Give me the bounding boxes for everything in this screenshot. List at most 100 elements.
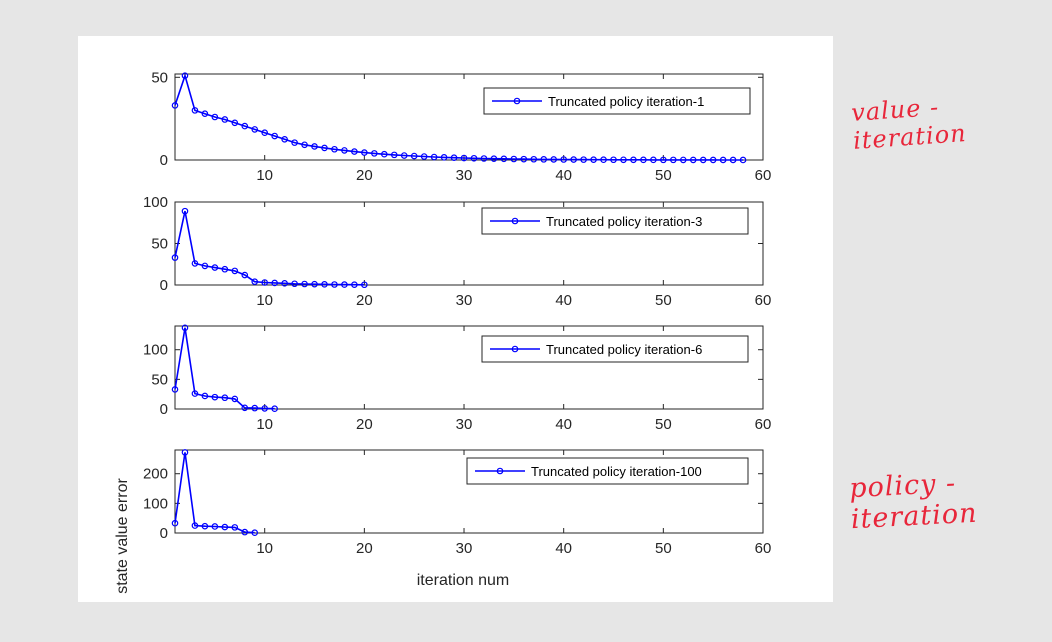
subplot-2: 10 20 30 40 50 60 0 50 100 Truncated policy itera… (143, 194, 771, 309)
data-point (371, 150, 378, 157)
x-tick-label: 10 (256, 540, 273, 557)
data-point (400, 152, 408, 159)
data-point (640, 156, 647, 164)
data-point (231, 267, 239, 275)
data-point (291, 280, 298, 288)
x-tick-label: 20 (356, 416, 373, 433)
data-point (231, 119, 239, 127)
legend-swatch-marker (511, 217, 519, 225)
data-point (719, 156, 727, 164)
y-tick-label: 0 (160, 401, 168, 418)
x-tick-label: 20 (356, 540, 373, 557)
data-point (241, 528, 249, 536)
data-point (550, 156, 558, 163)
x-tick-label: 60 (755, 167, 772, 184)
data-point (390, 151, 398, 159)
data-point (580, 156, 587, 163)
data-point (241, 122, 249, 130)
figure-card: state value error iteration num 10 20 30 40… (78, 36, 833, 602)
data-point (171, 519, 179, 527)
data-point (221, 523, 229, 531)
legend-swatch-marker (513, 97, 521, 105)
data-point (380, 150, 388, 158)
data-point (301, 141, 308, 149)
data-point (211, 264, 219, 271)
data-point (331, 145, 338, 153)
x-tick-label: 30 (456, 416, 473, 433)
y-tick-label: 0 (160, 277, 168, 294)
data-point (620, 156, 627, 164)
data-point (570, 156, 577, 163)
axes-box (174, 73, 764, 161)
data-point (201, 262, 209, 270)
data-point (480, 155, 488, 162)
legend-label: Truncated policy iteration-1 (548, 94, 704, 109)
x-tick-label: 50 (655, 540, 672, 557)
data-point (560, 156, 567, 163)
data-point (301, 280, 308, 288)
data-point (211, 113, 219, 121)
data-point (729, 156, 737, 164)
data-point (410, 152, 418, 160)
axes-box (174, 325, 764, 410)
subplot-1: 10 20 30 40 50 60 0 50 Truncated policy iteratio… (151, 69, 771, 184)
data-point (341, 281, 348, 288)
data-point (261, 279, 268, 286)
data-point (600, 156, 607, 164)
data-point (271, 279, 278, 287)
x-tick-label: 30 (456, 540, 473, 557)
annotation-policy-iteration: policy - iteration (848, 467, 979, 536)
data-point (221, 116, 229, 123)
data-point (251, 404, 259, 412)
series-line (174, 327, 275, 410)
data-point (361, 149, 368, 156)
data-point (630, 156, 637, 164)
data-point (420, 153, 428, 160)
series-line (174, 73, 744, 161)
data-point (321, 281, 328, 288)
x-tick-label: 60 (755, 540, 772, 557)
data-point (351, 281, 358, 288)
data-point (281, 280, 288, 287)
legend-label: Truncated policy iteration-100 (531, 464, 702, 479)
annotation-value-iteration: value - iteration (850, 92, 968, 155)
data-point (739, 156, 747, 164)
data-point (341, 147, 348, 154)
data-point (500, 155, 508, 163)
data-point (510, 155, 518, 163)
y-tick-label: 50 (151, 236, 168, 253)
x-tick-label: 20 (356, 292, 373, 309)
data-point (490, 155, 498, 162)
x-tick-label: 30 (456, 167, 473, 184)
data-point (351, 148, 358, 155)
x-tick-label: 60 (755, 292, 772, 309)
x-tick-label: 40 (555, 167, 572, 184)
x-axis-label: iteration num (417, 572, 510, 589)
data-point (699, 156, 707, 164)
data-point (660, 156, 667, 164)
data-point (670, 156, 677, 164)
chart-svg: state value error iteration num 10 20 30 40… (114, 69, 772, 593)
data-point (689, 156, 697, 164)
x-tick-label: 10 (256, 416, 273, 433)
y-tick-label: 0 (160, 525, 168, 542)
subplot-4: 10 20 30 40 50 60 0 100 200 Truncated policy iter… (143, 449, 772, 557)
data-point (181, 207, 189, 215)
data-point (191, 390, 199, 397)
series-line (174, 452, 255, 534)
data-point (221, 265, 229, 273)
data-point (271, 405, 278, 413)
data-point (251, 529, 259, 537)
data-point (590, 156, 597, 163)
data-point (191, 107, 199, 114)
data-point (191, 522, 199, 529)
data-point (530, 155, 538, 163)
legend-swatch-marker (511, 345, 519, 353)
data-point (261, 129, 268, 137)
y-tick-label: 200 (143, 466, 168, 483)
axes-box (174, 449, 764, 534)
data-point (251, 278, 259, 285)
data-point (540, 156, 548, 163)
x-tick-label: 50 (655, 416, 672, 433)
data-point (450, 154, 458, 161)
